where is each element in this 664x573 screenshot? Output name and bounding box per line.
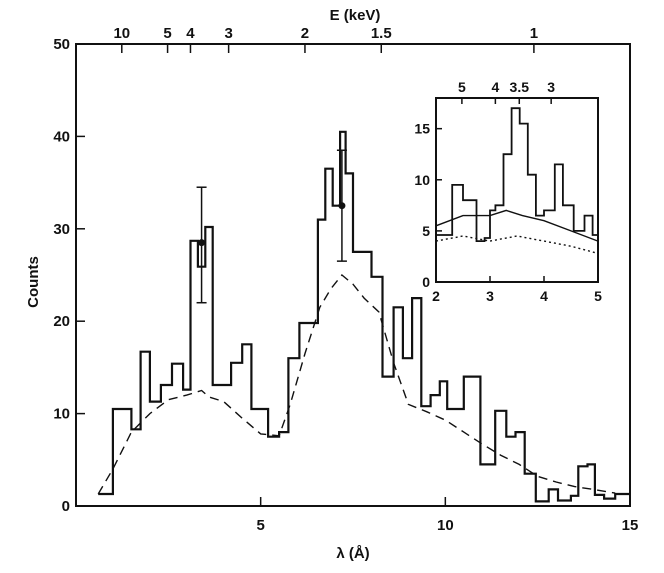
inset-x-tick-label: 5	[594, 288, 602, 304]
main-histogram-series	[98, 130, 630, 503]
main-top-tick-label: 4	[186, 25, 195, 42]
main-data-point	[338, 202, 346, 210]
main-y-tick-label: 10	[53, 406, 70, 423]
inset-solid-model-series	[435, 209, 599, 242]
inset-plot: 2 3 4 5 0 5 10 15 5 4 3.5 3	[414, 79, 602, 304]
main-y-tick-label: 30	[53, 221, 70, 238]
main-top-tick-label: 5	[163, 25, 171, 42]
main-y-tick-label: 50	[53, 36, 70, 53]
inset-x-tick-label: 4	[540, 288, 548, 304]
inset-plot-frame	[435, 97, 599, 283]
main-plot-frame	[75, 43, 631, 507]
main-data-point	[198, 239, 206, 247]
inset-y-tick-label: 15	[414, 121, 430, 137]
inset-x-tick-label: 3	[486, 288, 494, 304]
main-dashed-model-series	[97, 274, 616, 495]
inset-background	[436, 98, 598, 282]
top-axis-title: E (keV)	[330, 7, 381, 24]
inset-y-tick-label: 10	[414, 172, 430, 188]
main-y-tick-label: 20	[53, 313, 70, 330]
inset-top-tick-label: 3	[547, 79, 555, 95]
x-axis-title: λ (Å)	[336, 545, 369, 562]
main-top-tick-label: 3	[224, 25, 232, 42]
main-top-tick-label: 10	[113, 25, 130, 42]
main-top-tick-label: 1.5	[371, 25, 392, 42]
main-x-tick-label: 10	[437, 517, 454, 534]
main-top-tick-label: 2	[301, 25, 309, 42]
y-axis-title: Counts	[25, 256, 42, 308]
inset-top-tick-label: 5	[458, 79, 466, 95]
main-top-tick-label: 1	[530, 25, 538, 42]
inset-top-tick-label: 3.5	[510, 79, 530, 95]
main-y-tick-label: 40	[53, 128, 70, 145]
inset-y-tick-label: 0	[422, 274, 430, 290]
main-x-tick-label: 5	[256, 517, 264, 534]
inset-x-tick-label: 2	[432, 288, 440, 304]
main-x-tick-label: 15	[622, 517, 639, 534]
inset-histogram-series	[436, 107, 598, 242]
inset-y-tick-label: 5	[422, 223, 430, 239]
inset-top-tick-label: 4	[491, 79, 499, 95]
main-y-tick-label: 0	[62, 498, 70, 515]
